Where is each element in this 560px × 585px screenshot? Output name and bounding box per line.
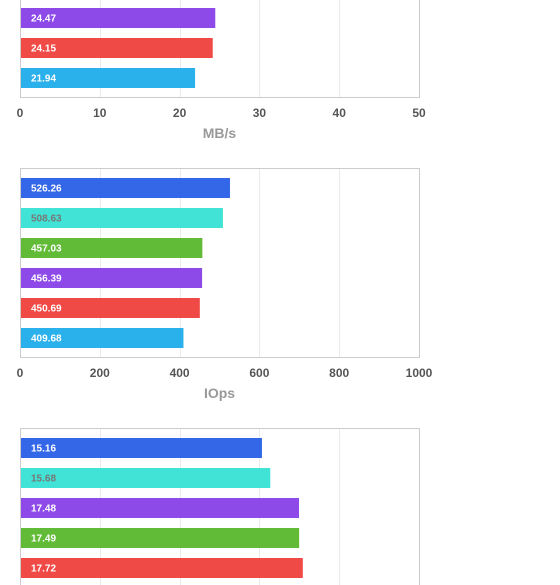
bar-value-label: 24.15 (31, 44, 56, 55)
x-tick-label: 30 (253, 106, 267, 120)
bar (21, 468, 271, 488)
chart-2: 526.26 508.63 457.03 456.39 450.69 409.68 0 200… (17, 168, 433, 401)
bar (21, 438, 262, 458)
bar (21, 298, 200, 318)
bar (21, 328, 184, 348)
bar-value-label: 15.68 (31, 474, 56, 485)
x-tick-label: 1000 (406, 366, 433, 380)
x-tick-label: 50 (412, 106, 426, 120)
bar (21, 558, 303, 578)
x-tick-label: 200 (90, 366, 110, 380)
bar-value-label: 456.39 (31, 274, 62, 285)
x-tick-label: 0 (17, 366, 24, 380)
bar-value-label: 17.48 (31, 504, 56, 515)
bar-value-label: 15.16 (31, 444, 56, 455)
x-axis-title: IOps (204, 385, 235, 401)
bar (21, 238, 203, 258)
x-tick-label: 10 (93, 106, 107, 120)
chart-1: 24.47 24.15 21.94 0 10 20 30 40 50 MB/s (17, 0, 426, 141)
x-tick-label: 40 (333, 106, 347, 120)
bar-value-label: 24.47 (31, 14, 56, 25)
bar (21, 208, 223, 228)
bar (21, 498, 299, 518)
bar-value-label: 508.63 (31, 214, 62, 225)
bar-value-label: 450.69 (31, 304, 62, 315)
bar (21, 8, 216, 28)
bar-value-label: 17.49 (31, 534, 56, 545)
bar-value-label: 457.03 (31, 244, 62, 255)
x-axis-title: MB/s (203, 125, 237, 141)
bar-value-label: 17.72 (31, 564, 56, 575)
x-tick-label: 800 (329, 366, 349, 380)
x-tick-label: 400 (170, 366, 190, 380)
bar (21, 528, 300, 548)
x-tick-label: 20 (173, 106, 187, 120)
bar (21, 68, 196, 88)
bar-value-label: 21.94 (31, 74, 56, 85)
x-tick-label: 0 (17, 106, 24, 120)
chart-3: 15.16 15.68 17.48 17.49 17.72 (20, 428, 420, 585)
bar (21, 38, 213, 58)
plot-frame (20, 168, 420, 358)
bar-value-label: 409.68 (31, 334, 62, 345)
bar-value-label: 526.26 (31, 184, 62, 195)
x-tick-label: 600 (249, 366, 269, 380)
bar (21, 178, 230, 198)
bar (21, 268, 203, 288)
